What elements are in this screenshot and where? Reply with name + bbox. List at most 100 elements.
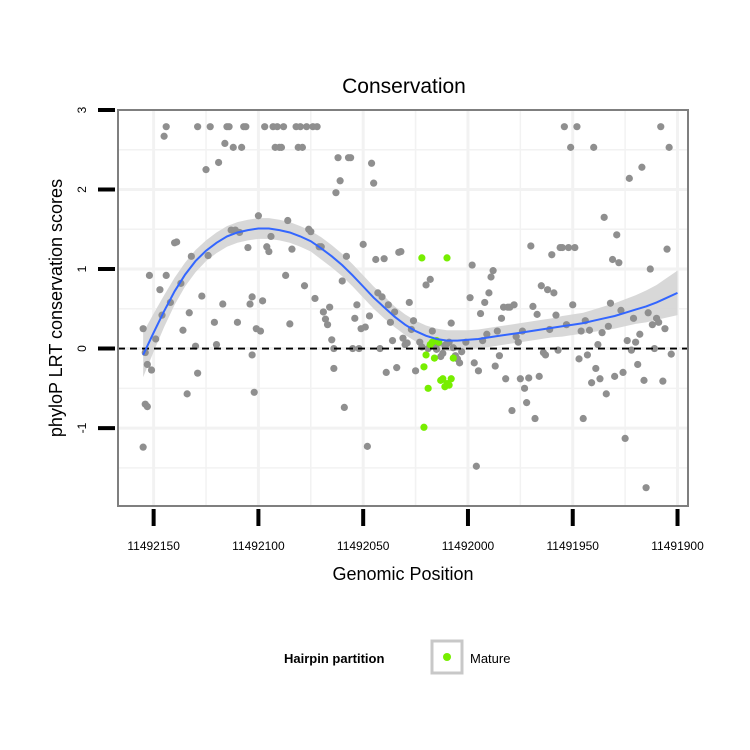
data-point [529,302,537,311]
data-point [363,442,371,450]
data-point [514,338,522,346]
legend-title: Hairpin partition [284,651,384,666]
x-tick-label: 11491900 [651,539,704,553]
data-point [428,327,436,335]
data-point [608,255,617,264]
data-point [296,123,304,131]
data-point [558,243,566,252]
data-point [491,362,499,370]
data-point [382,368,390,377]
panel-background [118,110,688,506]
data-point [139,325,147,333]
data-point [143,403,151,411]
data-point [648,321,656,329]
data-point [575,355,583,363]
data-point [598,329,606,337]
data-point [244,243,252,252]
data-point [550,289,558,297]
data-point [541,351,550,359]
data-point [277,143,286,151]
data-point [323,321,332,329]
data-point [372,255,380,264]
data-point [143,360,151,369]
data-point [588,379,596,387]
data-point [659,377,667,385]
data-point [198,292,206,300]
legend: Hairpin partition Mature [284,639,510,675]
data-point [611,372,619,380]
data-point [229,143,237,151]
data-point [466,294,474,302]
data-point [212,340,221,349]
data-point [365,312,374,320]
data-point [265,247,273,256]
data-point [403,339,411,347]
data-point [351,314,359,322]
data-point [248,351,256,359]
data-point [571,243,579,252]
data-point [187,252,195,260]
panel-border [117,109,689,507]
data-point [493,327,501,335]
data-point [173,238,181,246]
x-tick-label: 11492050 [337,539,390,553]
data-point [629,314,638,322]
data-point [214,158,223,167]
data-point [552,311,560,319]
data-point [543,286,552,294]
y-axis-title: phyloP LRT conservation scores [46,179,66,437]
data-point [284,216,292,225]
data-point [520,384,529,392]
confidence-band [143,218,678,378]
x-axis: 11492150 11492100 11492050 11492000 11491950… [127,509,704,553]
data-point [298,143,307,151]
data-point [606,299,615,307]
x-tick-label: 11492100 [232,539,285,553]
data-point [307,228,315,236]
data-point [258,297,267,305]
data-point [380,255,388,263]
data-point [261,123,269,131]
data-point [569,301,577,309]
data-point [233,318,242,326]
data-point [160,132,168,140]
data-point [359,240,367,248]
data-point [256,327,265,335]
data-point [594,340,602,349]
data-point [516,375,524,383]
x-axis-title: Genomic Position [332,564,473,584]
x-tick-label: 11491950 [546,539,599,553]
y-tick-label: 0 [75,345,89,352]
data-point [326,303,334,311]
data-point [657,123,665,131]
data-point [632,338,640,346]
data-point [185,309,193,317]
data-point [600,213,608,221]
data-point [361,323,369,331]
y-tick-label: 3 [75,106,89,113]
data-point [510,301,518,309]
data-point [202,166,210,174]
data-point [583,351,592,359]
data-point [604,322,612,330]
data-point [219,300,227,308]
legend-label-mature: Mature [470,651,510,666]
data-point [472,462,480,470]
data-point [332,189,340,197]
data-point-mature [445,381,453,389]
chart-title: Conservation [342,75,466,98]
data-point [665,143,673,151]
data-point-mature [449,354,457,362]
y-axis: -1 0 1 2 3 [75,106,115,433]
data-point [397,247,405,256]
data-point [248,293,256,301]
data-point [449,344,457,352]
data-point [328,336,336,344]
data-point [455,359,464,367]
data-point [156,286,164,294]
data-point [282,271,290,279]
data-point [250,388,258,396]
data-point [321,315,330,323]
data-point [342,252,351,260]
data-point [370,179,378,187]
